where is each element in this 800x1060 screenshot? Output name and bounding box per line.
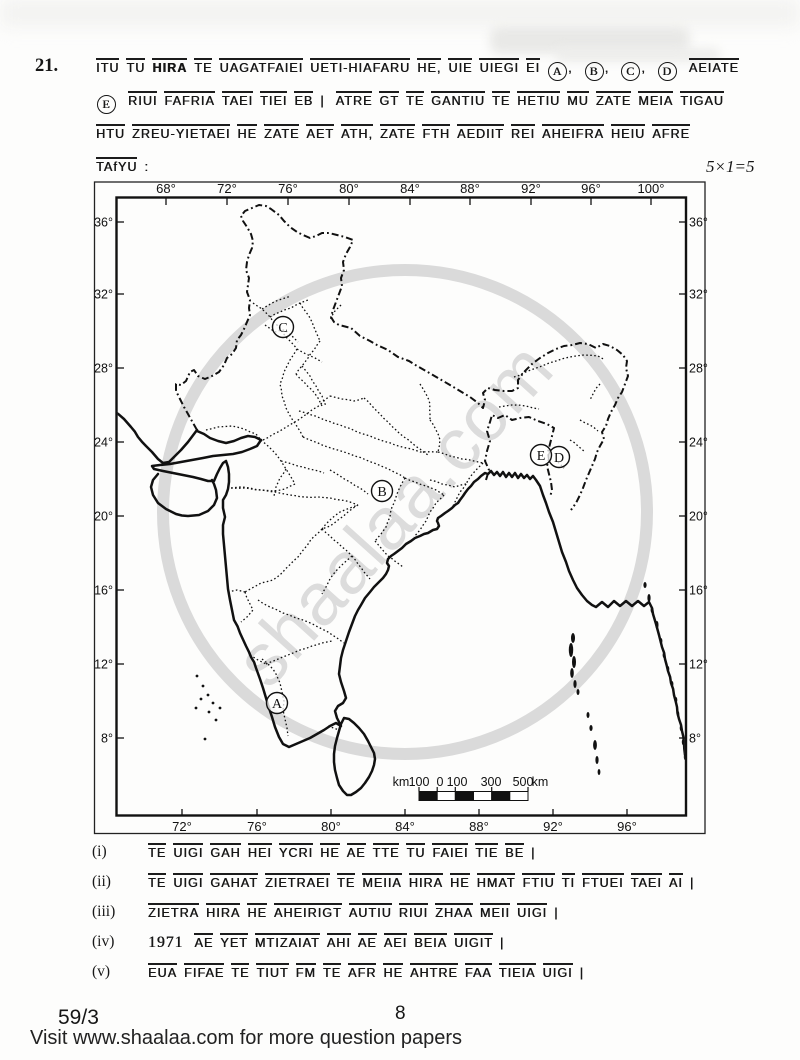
svg-text:84°: 84° [400,181,420,196]
svg-text:16°: 16° [94,584,113,598]
svg-text:km: km [393,775,410,789]
svg-text:32°: 32° [94,288,113,302]
svg-text:12°: 12° [94,658,113,672]
svg-text:76°: 76° [247,819,267,834]
svg-text:300: 300 [481,775,502,789]
svg-text:32°: 32° [689,288,708,302]
svg-text:B: B [377,485,386,500]
svg-text:100: 100 [409,775,430,789]
svg-text:24°: 24° [689,436,708,450]
svg-text:C: C [278,321,287,336]
svg-text:100: 100 [447,775,468,789]
svg-text:shaalaa.com: shaalaa.com [219,326,569,702]
svg-text:36°: 36° [689,216,708,230]
svg-text:20°: 20° [94,510,113,524]
svg-text:100°: 100° [638,181,665,196]
svg-text:80°: 80° [321,819,341,834]
svg-text:12°: 12° [689,658,708,672]
svg-text:84°: 84° [395,819,415,834]
svg-text:28°: 28° [689,362,708,376]
svg-text:72°: 72° [172,819,192,834]
svg-text:88°: 88° [469,819,489,834]
svg-text:8°: 8° [689,732,701,746]
svg-text:A: A [272,697,283,712]
svg-text:20°: 20° [689,510,708,524]
svg-text:92°: 92° [521,181,541,196]
svg-text:28°: 28° [94,362,113,376]
svg-text:68°: 68° [156,181,176,196]
svg-text:96°: 96° [581,181,601,196]
svg-text:0: 0 [437,775,444,789]
svg-text:96°: 96° [617,819,637,834]
svg-text:D: D [554,451,564,466]
svg-text:36°: 36° [94,216,113,230]
svg-text:76°: 76° [278,181,298,196]
svg-text:km: km [532,775,549,789]
svg-text:72°: 72° [217,181,237,196]
svg-text:8°: 8° [101,732,113,746]
svg-text:E: E [537,449,546,464]
svg-text:16°: 16° [689,584,708,598]
svg-text:24°: 24° [94,436,113,450]
svg-text:80°: 80° [339,181,359,196]
svg-text:92°: 92° [543,819,563,834]
svg-text:500: 500 [513,775,534,789]
svg-text:88°: 88° [460,181,480,196]
